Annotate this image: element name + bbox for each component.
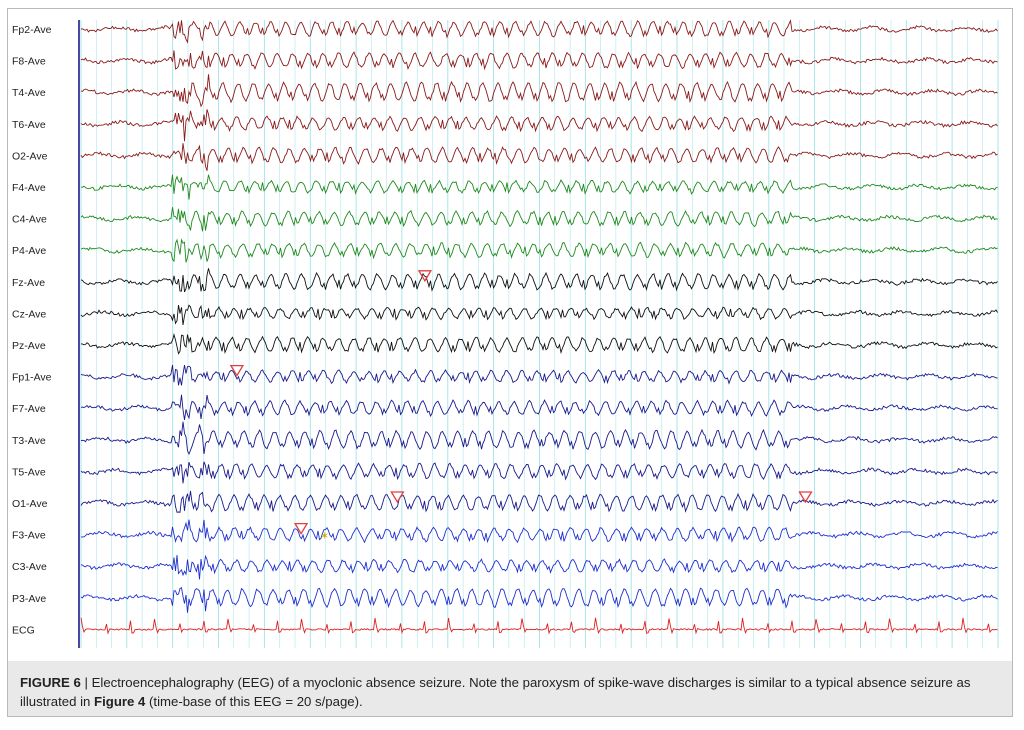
event-markers: ✶ <box>229 270 813 543</box>
caption-figure-ref: Figure 4 <box>94 694 146 709</box>
channel-label: T5-Ave <box>12 466 46 478</box>
channel-trace <box>80 490 998 513</box>
channel-label: F3-Ave <box>12 530 46 542</box>
channel-trace <box>80 143 998 171</box>
channel-trace <box>80 461 998 484</box>
channel-label: ECG <box>12 624 35 636</box>
channel-label: P4-Ave <box>12 245 46 257</box>
marker-triangle-icon <box>798 491 813 504</box>
channel-trace <box>80 207 998 232</box>
channel-label: T4-Ave <box>12 87 46 99</box>
channel-label: Fz-Ave <box>12 277 45 289</box>
channel-trace <box>80 304 998 325</box>
caption-text-before: Electroencephalography (EEG) of a myoclo… <box>20 675 971 709</box>
channel-trace <box>80 519 998 544</box>
channel-trace <box>80 19 998 44</box>
eeg-trace-panel: Fp2-Ave F8-Ave T4-Ave T6-Ave O2-Ave F4-Ave C4-… <box>12 19 999 648</box>
channel-label: C3-Ave <box>12 561 47 573</box>
channel-trace <box>80 333 998 355</box>
channel-label: O1-Ave <box>12 498 48 510</box>
channel-label: F4-Ave <box>12 182 46 194</box>
channel-label: C4-Ave <box>12 214 47 226</box>
marker-triangle-icon <box>390 491 405 504</box>
channel-trace <box>80 554 998 580</box>
channel-label: P3-Ave <box>12 593 46 605</box>
channel-label: T3-Ave <box>12 435 46 447</box>
channel-trace <box>80 109 998 142</box>
channel-label: Fp1-Ave <box>12 372 52 384</box>
channel-label: Pz-Ave <box>12 340 46 352</box>
marker-triangle-icon <box>293 522 309 535</box>
channel-label: Cz-Ave <box>12 308 46 320</box>
channel-trace <box>80 586 998 613</box>
channel-traces <box>80 19 998 635</box>
marker-triangle-icon <box>417 270 433 283</box>
channel-trace <box>80 421 998 456</box>
channel-label: F7-Ave <box>12 403 46 415</box>
eeg-time-grid <box>80 20 999 648</box>
channel-trace <box>80 174 998 200</box>
channel-trace <box>80 364 998 386</box>
channel-trace <box>80 74 998 108</box>
channel-label: O2-Ave <box>12 150 48 162</box>
channel-label: T6-Ave <box>12 119 46 131</box>
channel-label: F8-Ave <box>12 56 46 68</box>
channel-trace <box>80 268 998 293</box>
marker-star-icon: ✶ <box>320 531 329 543</box>
channel-trace <box>80 617 998 635</box>
channel-labels: Fp2-Ave F8-Ave T4-Ave T6-Ave O2-Ave F4-Ave C4-… <box>12 24 52 636</box>
channel-trace <box>80 50 998 71</box>
caption-separator: | <box>80 675 92 690</box>
figure-label: FIGURE 6 <box>20 675 81 690</box>
channel-trace <box>80 238 998 263</box>
figure-caption: FIGURE 6 | Electroencephalography (EEG) … <box>8 661 1012 716</box>
marker-triangle-icon <box>229 364 245 377</box>
channel-trace <box>80 394 998 420</box>
channel-label: Fp2-Ave <box>12 24 52 36</box>
caption-text-after: (time-base of this EEG = 20 s/page). <box>145 694 363 709</box>
